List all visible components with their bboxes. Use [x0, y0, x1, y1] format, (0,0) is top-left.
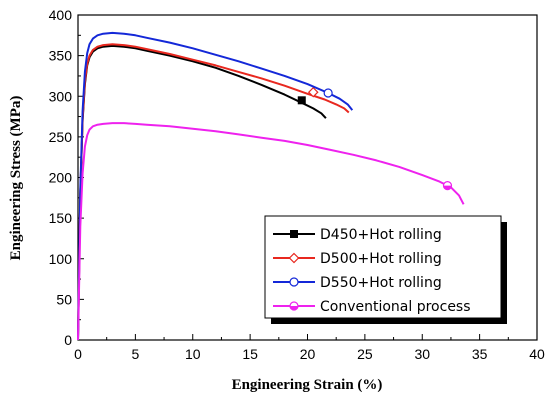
x-tick-label: 5	[131, 346, 139, 362]
x-tick-label: 30	[414, 346, 430, 362]
legend-label-d500: D500+Hot rolling	[320, 251, 442, 267]
series-marker-d550-hot-rolling	[323, 88, 333, 98]
legend-marker-d550-hot-rolling	[289, 277, 299, 287]
x-tick-label: 15	[242, 346, 258, 362]
x-tick-label: 20	[300, 346, 316, 362]
x-tick-label: 0	[74, 346, 82, 362]
series-line-d550-hot-rolling	[77, 31, 354, 341]
x-tick-label: 40	[529, 346, 545, 362]
legend-marker-conventional-process-fill	[290, 306, 298, 310]
x-tick-label: 10	[185, 346, 201, 362]
series-marker-conventional-process	[442, 181, 453, 191]
y-tick-label: 200	[49, 170, 73, 186]
y-tick-label: 0	[64, 332, 72, 348]
y-tick-label: 250	[49, 129, 73, 145]
legend-items	[273, 230, 315, 311]
y-tick-label: 100	[49, 251, 73, 267]
x-axis-title: Engineering Strain (%)	[232, 377, 383, 393]
series-marker-d450-hot-rolling	[297, 96, 306, 105]
y-tick-label: 400	[49, 7, 73, 23]
series-marker-conventional-process-fill	[443, 185, 452, 190]
legend-label-conventional: Conventional process	[320, 299, 471, 315]
y-tick-label: 150	[49, 210, 73, 226]
x-tick-label: 35	[472, 346, 488, 362]
legend-label-d550: D550+Hot rolling	[320, 275, 442, 291]
legend-marker-d500-hot-rolling	[288, 252, 300, 264]
y-axis-title: Engineering Stress (MPa)	[8, 96, 24, 261]
legend: D450+Hot rolling D500+Hot rolling D550+H…	[264, 215, 507, 324]
series-line-conventional-process	[77, 122, 465, 341]
series-marker-d500-hot-rolling	[307, 86, 319, 98]
legend-box	[264, 215, 502, 319]
x-tick-label: 25	[357, 346, 373, 362]
series-layer	[77, 31, 465, 341]
y-tick-label: 350	[49, 48, 73, 64]
legend-marker-conventional-process	[289, 301, 299, 311]
y-tick-label: 300	[49, 88, 73, 104]
legend-marker-d450-hot-rolling	[290, 230, 298, 238]
legend-label-d450: D450+Hot rolling	[320, 227, 442, 243]
y-tick-label: 50	[56, 291, 72, 307]
series-line-d500-hot-rolling	[77, 43, 350, 341]
